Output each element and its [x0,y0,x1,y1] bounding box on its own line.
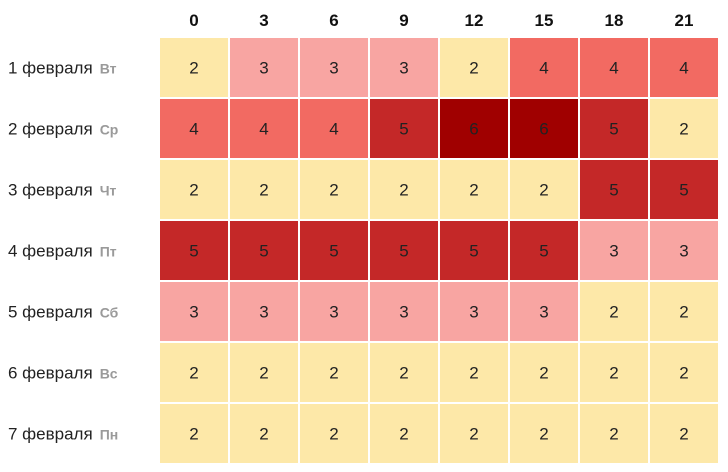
row-label: 2 февраля Ср [8,120,118,139]
cell-value: 2 [609,425,618,444]
row-date: 5 февраля [8,303,93,322]
cell-value: 2 [679,120,688,139]
heatmap-cells: 2 3 3 3 2 4 4 4 4 4 4 5 6 6 5 2 2 2 2 2 2 2 5 5 5 5 5 5 5 5 3 3 3 3 3 3 3 3 2 2… [159,37,719,464]
cell-value: 2 [469,59,478,78]
cell-value: 5 [609,120,618,139]
column-label: 18 [605,11,624,30]
row-date: 1 февраля [8,59,93,78]
cell-value: 2 [539,364,548,383]
cell-value: 2 [399,181,408,200]
column-label: 9 [399,11,408,30]
cell-value: 3 [399,59,408,78]
cell-value: 5 [679,181,688,200]
row-label: 6 февраля Вс [8,364,118,383]
cell-value: 3 [329,303,338,322]
cell-value: 2 [609,303,618,322]
cell-value: 2 [539,425,548,444]
cell-value: 5 [399,242,408,261]
row-weekday: Ср [100,122,119,138]
row-label: 4 февраля Пт [8,242,117,261]
row-date: 7 февраля [8,425,93,444]
cell-value: 4 [189,120,198,139]
row-date: 6 февраля [8,364,93,383]
row-label: 3 февраля Чт [8,181,117,200]
cell-value: 2 [469,181,478,200]
row-label: 7 февраля Пн [8,425,118,444]
cell-value: 5 [609,181,618,200]
row-date: 4 февраля [8,242,93,261]
cell-value: 4 [679,59,688,78]
cell-value: 3 [539,303,548,322]
column-label: 15 [535,11,554,30]
row-labels: 1 февраля Вт 2 февраля Ср 3 февраля Чт 4 февра… [8,59,119,444]
cell-value: 4 [539,59,548,78]
cell-value: 5 [539,242,548,261]
cell-value: 5 [189,242,198,261]
cell-value: 2 [329,181,338,200]
cell-value: 4 [329,120,338,139]
row-weekday: Пт [100,244,117,260]
cell-value: 2 [539,181,548,200]
row-weekday: Пн [100,427,119,443]
cell-value: 5 [469,242,478,261]
cell-value: 3 [679,242,688,261]
row-weekday: Вт [100,61,117,77]
cell-value: 2 [609,364,618,383]
cell-value: 3 [259,303,268,322]
cell-value: 2 [329,425,338,444]
cell-value: 4 [609,59,618,78]
row-weekday: Чт [100,183,117,199]
cell-value: 5 [399,120,408,139]
cell-value: 2 [189,425,198,444]
cell-value: 2 [259,364,268,383]
cell-value: 2 [679,364,688,383]
column-label: 3 [259,11,268,30]
cell-value: 2 [259,181,268,200]
cell-value: 3 [469,303,478,322]
row-label: 5 февраля Сб [8,303,119,322]
column-labels: 0 3 6 9 12 15 18 21 [189,11,693,30]
cell-value: 3 [329,59,338,78]
column-label: 6 [329,11,338,30]
column-label: 12 [465,11,484,30]
row-date: 3 февраля [8,181,93,200]
cell-value: 2 [329,364,338,383]
cell-value: 2 [679,303,688,322]
cell-value: 2 [469,425,478,444]
row-weekday: Сб [100,305,119,321]
cell-value: 2 [469,364,478,383]
cell-value: 2 [399,425,408,444]
row-weekday: Вс [100,366,118,382]
cell-value: 3 [609,242,618,261]
cell-value: 2 [189,181,198,200]
cell-value: 3 [259,59,268,78]
cell-value: 3 [189,303,198,322]
cell-value: 2 [679,425,688,444]
cell-value: 2 [189,59,198,78]
cell-value: 5 [329,242,338,261]
cell-value: 2 [399,364,408,383]
cell-value: 3 [399,303,408,322]
column-label: 21 [675,11,694,30]
cell-value: 2 [259,425,268,444]
column-label: 0 [189,11,198,30]
cell-value: 5 [259,242,268,261]
cell-value: 6 [539,120,548,139]
cell-value: 2 [189,364,198,383]
cell-value: 6 [469,120,478,139]
row-date: 2 февраля [8,120,93,139]
row-label: 1 февраля Вт [8,59,117,78]
cell-value: 4 [259,120,268,139]
